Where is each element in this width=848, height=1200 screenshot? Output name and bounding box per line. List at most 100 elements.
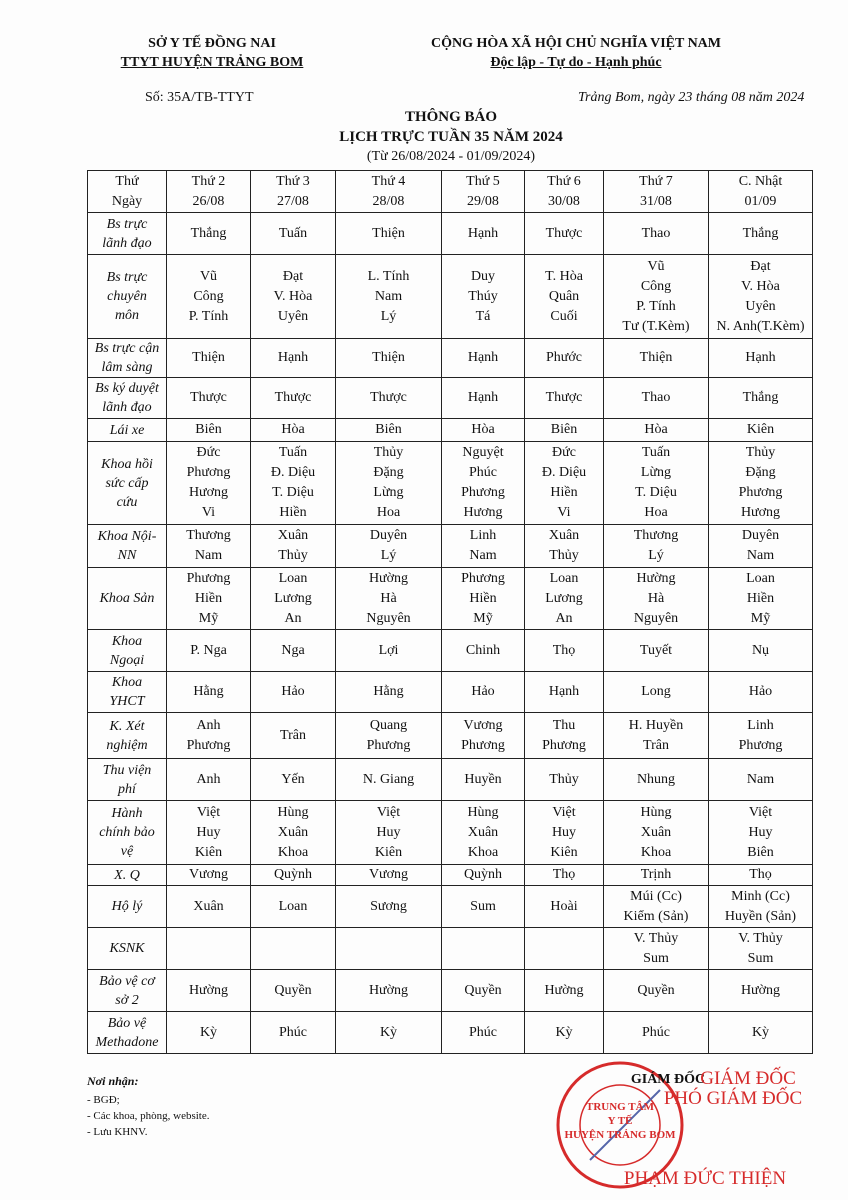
cell: Thọ — [524, 629, 604, 672]
cell-line: Nga — [281, 642, 305, 658]
cell-line: Phương — [461, 570, 505, 586]
cell-line: Hường — [368, 570, 409, 586]
stamp-text: TRUNG TÂM Y TẾ HUYỆN TRẢNG BOM — [564, 1100, 675, 1142]
cell-line: Hạnh — [467, 390, 499, 405]
cell-line: KSNK — [109, 941, 145, 956]
cell: Tuấn Lừng T. Diệu Hoa — [603, 441, 709, 525]
cell-line: Duyên — [741, 528, 780, 543]
cell-line: An — [284, 610, 302, 626]
cell-line: Nam — [194, 548, 223, 563]
cell-line: Bs trực — [106, 216, 148, 232]
row: Lái xe Biên Hòa Biên Hòa Biên Hòa Kiên — [87, 418, 813, 442]
cell: Hòa — [603, 418, 709, 442]
cell: Hạnh — [250, 338, 336, 378]
cell: Xuân — [166, 885, 251, 928]
cell-line: N. Giang — [362, 771, 415, 787]
schedule-table: Thứ Ngày Thứ 2 26/08 Thứ 3 27/08 Thứ 4 28/08 Thứ… — [87, 170, 813, 1054]
cell: Thủy — [524, 758, 604, 801]
cell: Hoài — [524, 885, 604, 928]
cell-line: V. Hòa — [741, 278, 780, 294]
cell: Hảo — [708, 671, 813, 713]
cell-line: Quân — [548, 288, 580, 304]
cell: Long — [603, 671, 709, 713]
cell-line: Bảo vệ — [107, 1015, 147, 1031]
cell-line: Khoa hồi — [101, 456, 153, 472]
cell-line: vệ — [120, 844, 134, 859]
cell-line: Hương — [463, 505, 503, 520]
cell: Linh Nam — [441, 524, 525, 568]
cell: Biên — [166, 418, 251, 442]
row: Bs trực chuyên môn Vũ Công P. Tính Đạt V. Hòa Uy… — [87, 254, 813, 339]
cell-line: Thương — [186, 528, 231, 543]
cell — [524, 927, 604, 970]
row-label: Bs ký duyệt lãnh đạo — [87, 377, 167, 419]
cell-line: Chinh — [465, 642, 501, 658]
cell-line: Thọ — [552, 867, 576, 882]
cell-line: chuyên — [107, 289, 147, 304]
cell-line: Hà — [380, 590, 397, 606]
row: Thu viện phí Anh Yến N. Giang Huyền Thủy Nhung N… — [87, 758, 813, 801]
cell-line: Quỳnh — [463, 867, 503, 882]
cell-line: lãnh đạo — [102, 235, 152, 251]
cell: Xuân Thủy — [250, 524, 336, 568]
cell: Quang Phương — [335, 712, 442, 759]
cell: Phúc — [441, 1011, 525, 1054]
cell-line: Huy — [196, 824, 221, 840]
cell: Thọ — [524, 864, 604, 886]
cell-line: Hương — [740, 505, 781, 520]
cell-line: C. Nhật — [738, 173, 783, 189]
cell: P. Nga — [166, 629, 251, 672]
cell: Phước — [524, 338, 604, 378]
row: Khoa Ngoại P. Nga Nga Lợi Chinh Thọ Tuyết Nụ — [87, 629, 813, 672]
cell: Quỳnh — [441, 864, 525, 886]
cell: Hùng Xuân Khoa — [250, 800, 336, 865]
cell: Thủy Đặng Phương Hương — [708, 441, 813, 525]
cell-line: Kỳ — [199, 1024, 218, 1040]
cell: Thọ — [708, 864, 813, 886]
cell-line: Bs ký duyệt — [95, 381, 159, 396]
cell: Vũ Công P. Tính — [166, 254, 251, 339]
cell: V. Thủy Sum — [708, 927, 813, 970]
cell: Minh (Cc) Huyền (Sản) — [708, 885, 813, 928]
cell: Loan Hiền Mỹ — [708, 567, 813, 630]
cell: Phúc — [603, 1011, 709, 1054]
cell-line: Kỳ — [379, 1024, 398, 1040]
stamp-line: TRUNG TÂM — [586, 1101, 654, 1113]
cell-line: Uyên — [277, 308, 309, 324]
recipient: - Các khoa, phòng, website. — [87, 1110, 210, 1122]
cell-line: Hường — [188, 982, 229, 998]
cell: Hạnh — [524, 671, 604, 713]
cell: Thương Nam — [166, 524, 251, 568]
cell: Thược — [335, 377, 442, 419]
cell-line: Biên — [550, 422, 578, 437]
cell-line: L. Tính — [367, 268, 410, 284]
cell-line: Việt — [196, 804, 221, 820]
cell-line: Kỳ — [555, 1024, 573, 1040]
cell-line: Thắng — [190, 225, 227, 241]
cell-line: Thứ 4 — [371, 173, 406, 189]
doc-subtitle: LỊCH TRỰC TUẦN 35 NĂM 2024 — [339, 129, 563, 145]
cell-line: Hiền — [194, 590, 223, 606]
cell-line: Tuấn — [278, 225, 308, 241]
cell-line: Thiện — [372, 350, 405, 365]
cell-line: Hiền — [746, 590, 775, 606]
day-header: Thứ 2 26/08 — [166, 170, 251, 213]
cell-line: Long — [641, 684, 671, 699]
cell-line: Vương — [188, 867, 229, 882]
cell-line: Sum — [747, 950, 774, 966]
day-header: Thứ 5 29/08 — [441, 170, 525, 213]
row: KSNK V. Thủy Sum V. Thủy Sum — [87, 927, 813, 970]
cell: Vũ Công P. Tính Tư (T.Kèm) — [603, 254, 709, 339]
cell-line: Huy — [748, 824, 773, 840]
cell: Kỳ — [708, 1011, 813, 1054]
cell-line: Hộ lý — [111, 899, 143, 914]
cell-line: Lý — [380, 308, 397, 324]
row: Bs trực cận lâm sàng Thiện Hạnh Thiện Hạnh Phư… — [87, 338, 813, 378]
cell-line: Thiện — [639, 350, 673, 365]
cell-line: Nam — [746, 548, 775, 563]
cell: N. Giang — [335, 758, 442, 801]
row: X. Q Vương Quỳnh Vương Quỳnh Thọ Trịnh Thọ — [87, 864, 813, 886]
cell-line: V. Thủy — [633, 930, 679, 946]
cell: Thược — [250, 377, 336, 419]
cell: Hảo — [441, 671, 525, 713]
